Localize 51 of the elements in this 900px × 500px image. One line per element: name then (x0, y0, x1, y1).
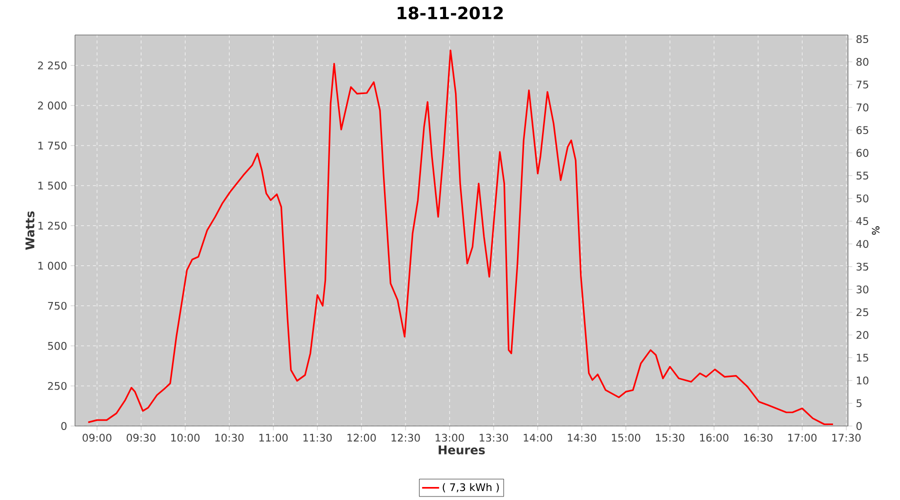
y2-tick-label: 35 (856, 262, 868, 271)
x-tick-label: 16:30 (744, 434, 772, 442)
y-tick-label: 1 500 (38, 182, 67, 190)
y2-tick-label: 55 (856, 172, 868, 180)
y-tick-label: 0 (61, 422, 67, 430)
x-tick-label: 12:00 (348, 434, 376, 442)
chart-title: 18-11-2012 (398, 6, 503, 20)
y2-tick-label: 65 (856, 126, 868, 134)
x-tick-label: 09:00 (82, 434, 112, 442)
x-tick-label: 11:30 (303, 434, 332, 442)
y2-tick-label: 5 (856, 399, 862, 408)
y-tick-label: 2 250 (38, 61, 67, 70)
x-axis-title: Heures (438, 446, 485, 454)
y-tick-label: 250 (48, 382, 67, 390)
x-tick-label: 17:00 (788, 434, 817, 442)
y2-tick-label: 70 (856, 103, 868, 112)
y2-tick-label: 15 (856, 354, 868, 362)
y-tick-label: 500 (48, 342, 67, 350)
x-tick-label: 14:30 (568, 434, 596, 442)
x-tick-label: 15:30 (656, 434, 684, 442)
y2-tick-label: 25 (856, 308, 868, 316)
x-tick-label: 11:00 (259, 434, 288, 442)
y2-tick-label: 60 (856, 148, 868, 157)
x-tick-label: 10:30 (215, 434, 244, 442)
x-tick-label: 13:30 (480, 434, 508, 442)
legend-label: ( 7,3 kWh ) (442, 483, 499, 492)
y2-tick-label: 85 (856, 35, 868, 44)
y2-tick-label: 0 (856, 422, 862, 430)
x-tick-label: 17:30 (832, 434, 861, 442)
y-tick-label: 1 750 (38, 142, 67, 150)
x-tick-label: 13:00 (436, 434, 464, 442)
y-tick-label: 750 (48, 302, 67, 310)
y2-tick-label: 75 (856, 80, 868, 88)
x-tick-label: 09:30 (126, 434, 156, 442)
y2-axis-title: % (872, 226, 880, 235)
y2-tick-label: 10 (856, 376, 868, 384)
y-tick-label: 1 250 (38, 222, 67, 230)
x-tick-label: 16:00 (700, 434, 728, 442)
y2-tick-label: 45 (856, 217, 868, 226)
x-tick-label: 15:00 (612, 434, 640, 442)
y2-tick-label: 40 (856, 240, 868, 248)
y-tick-label: 1 000 (38, 262, 67, 270)
y2-tick-label: 20 (856, 331, 868, 339)
y2-tick-label: 30 (856, 285, 868, 294)
y-axis-title: Watts (26, 211, 34, 250)
y2-tick-label: 80 (856, 58, 868, 66)
y-tick-label: 2 000 (38, 102, 67, 110)
y2-tick-label: 50 (856, 194, 868, 202)
x-tick-label: 12:30 (392, 434, 420, 442)
x-tick-label: 10:00 (171, 434, 200, 442)
x-tick-label: 14:00 (524, 434, 552, 442)
